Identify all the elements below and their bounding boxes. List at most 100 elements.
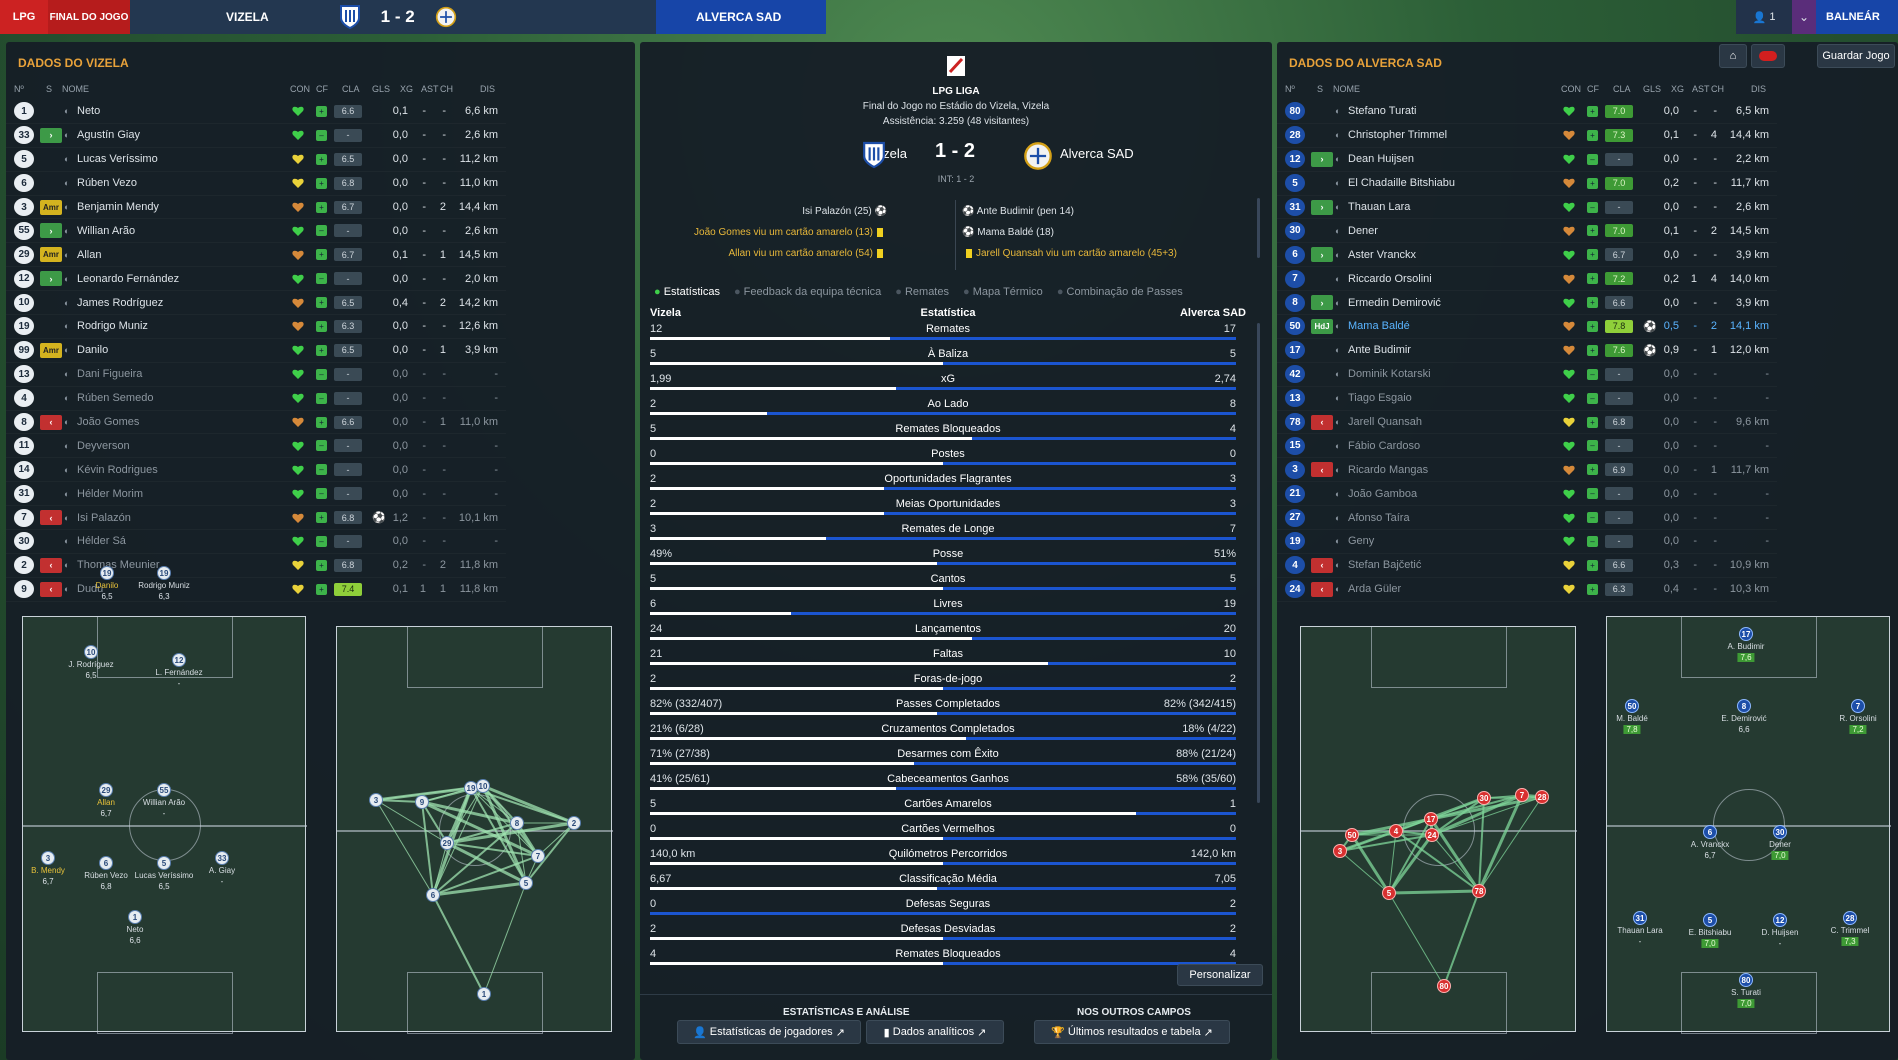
passmap-player[interactable]: 6 [426,888,440,902]
player-row[interactable]: 28 ◐ Christopher Trimmel +7.3 0,1 -4 14,4 km [1277,124,1777,148]
player-name[interactable]: Mama Baldé [1348,320,1410,333]
tab-3[interactable]: ● Mapa Térmico [963,286,1043,298]
player-name[interactable]: Stefano Turati [1348,105,1417,118]
column-header[interactable]: CLA [1613,84,1631,94]
passmap-player[interactable]: 78 [1472,884,1486,898]
player-name[interactable]: Lucas Veríssimo [77,153,158,166]
formation-player[interactable]: 31 [1633,911,1647,925]
player-row[interactable]: 15 ◐ Fábio Cardoso – -0,0- - - [1277,434,1777,458]
player-row[interactable]: 5 ◐ El Chadaille Bitshiabu +7.0 0,2- -11,7 km [1277,172,1777,196]
analytics-button[interactable]: ▮ Dados analíticos ↗ [866,1020,1004,1044]
formation-player[interactable]: 30 [1773,825,1787,839]
player-row[interactable]: 42 ◐ Dominik Kotarski – -0,0- - - [1277,363,1777,387]
player-row[interactable]: 4 ◐ Rúben Semedo – -0,0- - - [6,387,506,411]
save-game-button[interactable]: Guardar Jogo [1817,44,1895,68]
player-row[interactable]: 30 ◐ Dener +7.0 0,1 -2 14,5 km [1277,219,1777,243]
player-row[interactable]: 19 ◐ Rodrigo Muniz +6.3 0,0- -12,6 km [6,315,506,339]
player-name[interactable]: Agustín Giay [77,129,140,142]
stats-scrollbar[interactable] [1257,323,1260,803]
player-row[interactable]: 50 HdJ ◐ Mama Baldé +7.8 ⚽ 0,5 -2 14,1 km [1277,315,1777,339]
formation-player[interactable]: 7 [1851,699,1865,713]
player-name[interactable]: João Gamboa [1348,487,1418,500]
player-name[interactable]: Tiago Esgaio [1348,392,1412,405]
results-table-button[interactable]: 🏆 Últimos resultados e tabela ↗ [1034,1020,1230,1044]
column-header[interactable]: NOME [1333,84,1360,94]
player-name[interactable]: Dominik Kotarski [1348,368,1431,381]
passmap-player[interactable]: 17 [1424,812,1438,826]
column-header[interactable]: XG [1671,84,1685,94]
formation-player[interactable]: 10 [84,645,98,659]
player-row[interactable]: 1 ◐ Neto +6.6 0,1 - - 6,6 km [6,100,506,124]
player-row[interactable]: 12 › ◐ Leonardo Fernández – -0,0- -2,0 km [6,267,506,291]
passmap-player[interactable]: 7 [531,849,545,863]
formation-player[interactable]: 55 [157,783,171,797]
player-name[interactable]: Stefan Bajčetić [1348,559,1422,572]
player-name[interactable]: Geny [1348,535,1375,548]
formation-player[interactable]: 12 [1773,913,1787,927]
passmap-player[interactable]: 80 [1437,979,1451,993]
column-header[interactable]: CF [1587,84,1599,94]
formation-player[interactable]: 29 [99,783,113,797]
player-name[interactable]: Dani Figueira [77,368,143,381]
player-row[interactable]: 8 ‹ ◐ João Gomes +6.6 0,0 -1 11,0 km [6,411,506,435]
column-header[interactable]: GLS [372,84,391,94]
player-row[interactable]: 12 › ◐ Dean Huijsen – -0,0- -2,2 km [1277,148,1777,172]
player-row[interactable]: 17 ◐ Ante Budimir +7.6 ⚽ 0,9 -1 12,0 km [1277,339,1777,363]
player-row[interactable]: 13 ◐ Dani Figueira – -0,0- - - [6,363,506,387]
passmap-player[interactable]: 24 [1425,828,1439,842]
player-row[interactable]: 30 ◐ Hélder Sá – -0,0- - - [6,530,506,554]
player-row[interactable]: 24 ‹ ◐ Arda Güler +6.3 0,4- -10,3 km [1277,578,1777,602]
player-name[interactable]: Deyverson [77,439,130,452]
formation-player[interactable]: 1 [128,910,142,924]
player-row[interactable]: 9 ‹ ◐ Dudu +7.4 0,1 1 1 11,8 km [6,578,506,602]
player-name[interactable]: Jarell Quansah [1348,416,1422,429]
column-header[interactable]: Nº [1285,84,1295,94]
tab-2[interactable]: ● Remates [895,286,949,298]
away-team-name[interactable]: ALVERCA SAD [656,0,826,34]
formation-player[interactable]: 33 [215,851,229,865]
tab-0[interactable]: ● Estatísticas [654,286,720,298]
column-header[interactable]: XG [400,84,414,94]
away-name[interactable]: Alverca SAD [1060,146,1134,161]
player-row[interactable]: 99 Amr ◐ Danilo +6.5 0,0 -1 3,9 km [6,339,506,363]
player-row[interactable]: 7 ◐ Riccardo Orsolini +7.2 0,2 1 4 14,0 km [1277,267,1777,291]
column-header[interactable]: CF [316,84,328,94]
player-name[interactable]: Aster Vranckx [1348,248,1417,261]
passmap-player[interactable]: 3 [369,793,383,807]
home-icon[interactable]: ⌂ [1719,44,1747,68]
passmap-player[interactable]: 10 [476,779,490,793]
chevron-down-icon[interactable]: ⌄ [1792,0,1816,34]
column-header[interactable]: S [1317,84,1324,94]
player-row[interactable]: 80 ◐ Stefano Turati +7.0 0,0 - - 6,5 km [1277,100,1777,124]
customize-button[interactable]: Personalizar [1177,964,1263,986]
flag-icon[interactable] [1751,44,1785,68]
formation-player[interactable]: 50 [1625,699,1639,713]
player-row[interactable]: 10 ◐ James Rodríguez +6.5 0,4 -2 14,2 km [6,291,506,315]
player-row[interactable]: 29 Amr ◐ Allan +6.7 0,1 -1 14,5 km [6,243,506,267]
column-header[interactable]: CLA [342,84,360,94]
column-header[interactable]: CON [290,84,310,94]
player-name[interactable]: Rúben Semedo [77,392,154,405]
player-name[interactable]: Dener [1348,224,1378,237]
player-name[interactable]: Kévin Rodrigues [77,463,158,476]
player-name[interactable]: Allan [77,248,102,261]
player-name[interactable]: Christopher Trimmel [1348,129,1448,142]
player-name[interactable]: Arda Güler [1348,583,1402,596]
passmap-player[interactable]: 28 [1535,790,1549,804]
player-name[interactable]: Afonso Taíra [1348,511,1410,524]
player-name[interactable]: Benjamin Mendy [77,201,159,213]
column-header[interactable]: CH [1711,84,1724,94]
passmap-player[interactable]: 4 [1389,824,1403,838]
player-row[interactable]: 3 ‹ ◐ Ricardo Mangas +6.9 0,0 -1 11,7 km [1277,458,1777,482]
player-stats-button[interactable]: 👤 Estatísticas de jogadores ↗ [677,1020,861,1044]
passmap-player[interactable]: 29 [440,836,454,850]
column-header[interactable]: S [46,84,53,94]
formation-player[interactable]: 80 [1739,973,1753,987]
player-row[interactable]: 78 ‹ ◐ Jarell Quansah +6.8 0,0 - - 9,6 km [1277,411,1777,435]
passmap-player[interactable]: 7 [1515,788,1529,802]
player-name[interactable]: Willian Arão [77,224,136,237]
player-row[interactable]: 31 › ◐ Thauan Lara – -0,0- -2,6 km [1277,196,1777,220]
formation-player[interactable]: 19 [157,566,171,580]
player-name[interactable]: Rúben Vezo [77,177,137,190]
player-name[interactable]: Rodrigo Muniz [77,320,148,333]
